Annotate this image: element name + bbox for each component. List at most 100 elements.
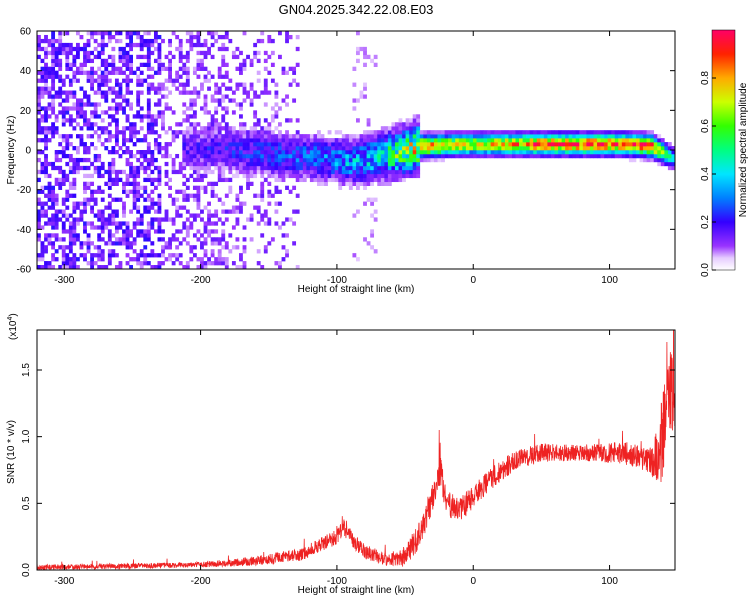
heatmap-cell <box>111 165 116 171</box>
heatmap-cell <box>338 130 343 135</box>
heatmap-cell <box>68 225 73 230</box>
heatmap-cell <box>189 173 194 179</box>
colorbar-tick-label: 0.0 <box>700 263 711 277</box>
heatmap-cell <box>306 173 311 179</box>
heatmap-cell <box>143 157 148 163</box>
heatmap-cell <box>345 134 350 139</box>
heatmap-cell <box>114 102 119 107</box>
heatmap-cell <box>278 54 282 60</box>
heatmap-cell <box>558 146 562 151</box>
heatmap-cell <box>44 66 48 71</box>
snr-exponent-label: (x104) <box>7 313 19 340</box>
heatmap-cell <box>235 130 240 135</box>
heatmap-cell <box>189 249 194 254</box>
heatmap-cell <box>253 122 258 127</box>
heatmap-cell <box>636 146 640 151</box>
heatmap-cell <box>90 126 95 131</box>
heatmap-cell <box>72 78 77 83</box>
heatmap-cell <box>582 134 587 139</box>
heatmap-cell <box>129 70 133 75</box>
heatmap-cell <box>221 42 226 48</box>
heatmap-cell <box>338 150 343 155</box>
heatmap-cell <box>136 233 141 238</box>
heatmap-cell <box>239 265 243 269</box>
heatmap-cell <box>288 173 293 179</box>
heatmap-cell <box>111 70 116 75</box>
heatmap-cell <box>497 138 502 143</box>
heatmap-cell <box>547 150 552 155</box>
heatmap-cell <box>529 146 534 151</box>
heatmap-cell <box>37 169 41 175</box>
y-tick-label: 40 <box>20 66 32 77</box>
heatmap-cell <box>44 161 48 167</box>
heatmap-cell <box>150 82 155 87</box>
heatmap-cell <box>515 150 520 155</box>
heatmap-cell <box>65 106 70 111</box>
heatmap-cell <box>423 134 428 139</box>
heatmap-cell <box>664 146 669 151</box>
heatmap-cell <box>97 213 102 218</box>
heatmap-cell <box>235 161 240 167</box>
heatmap-cell <box>441 146 445 151</box>
heatmap-cell <box>214 157 219 163</box>
heatmap-cell <box>348 150 353 155</box>
heatmap-cell <box>214 257 219 262</box>
heatmap-cell <box>90 102 95 107</box>
heatmap-cell <box>660 153 665 159</box>
heatmap-cell <box>313 134 318 139</box>
heatmap-cell <box>249 82 254 87</box>
heatmap-cell <box>83 165 87 171</box>
heatmap-cell <box>161 153 165 159</box>
heatmap-cell <box>455 142 460 147</box>
heatmap-cell <box>143 245 148 250</box>
heatmap-cell <box>302 165 307 171</box>
heatmap-cell <box>51 130 56 135</box>
heatmap-cell <box>285 34 289 40</box>
heatmap-cell <box>203 42 208 48</box>
heatmap-cell <box>302 169 307 175</box>
heatmap-cell <box>327 157 332 163</box>
heatmap-cell <box>515 142 520 147</box>
heatmap-cell <box>667 150 672 155</box>
heatmap-cell <box>136 102 141 107</box>
heatmap-cell <box>288 189 293 194</box>
heatmap-cell <box>161 261 165 266</box>
heatmap-cell <box>239 66 243 71</box>
heatmap-cell <box>61 118 66 123</box>
heatmap-cell <box>334 173 339 179</box>
heatmap-cell <box>203 94 208 99</box>
heatmap-cell <box>61 42 66 48</box>
heatmap-cell <box>214 146 219 151</box>
heatmap-cell <box>104 217 109 222</box>
heatmap-cell <box>593 130 598 135</box>
y-tick-label: -40 <box>17 225 32 236</box>
heatmap-cell <box>327 153 332 159</box>
heatmap-cell <box>352 134 357 139</box>
heatmap-cell <box>68 213 73 218</box>
heatmap-cell <box>345 157 350 163</box>
heatmap-cell <box>54 62 59 67</box>
heatmap-cell <box>249 217 254 222</box>
heatmap-cell <box>192 233 197 238</box>
heatmap-cell <box>125 181 130 186</box>
heatmap-cell <box>107 177 112 183</box>
heatmap-cell <box>632 142 637 147</box>
heatmap-cell <box>90 58 95 64</box>
heatmap-cell <box>161 126 165 131</box>
heatmap-cell <box>157 253 162 258</box>
heatmap-cell <box>363 82 367 87</box>
heatmap-cell <box>256 153 261 159</box>
heatmap-cell <box>405 142 410 147</box>
heatmap-cell <box>97 157 102 163</box>
heatmap-cell <box>359 161 364 167</box>
heatmap-cell <box>239 257 243 262</box>
heatmap-cell <box>196 237 201 242</box>
heatmap-cell <box>118 177 123 183</box>
heatmap-cell <box>345 161 350 167</box>
heatmap-cell <box>51 31 56 36</box>
heatmap-cell <box>274 189 279 194</box>
heatmap-cell <box>37 90 41 95</box>
heatmap-cell <box>207 146 211 151</box>
heatmap-cell <box>207 169 211 175</box>
heatmap-cell <box>494 142 499 147</box>
